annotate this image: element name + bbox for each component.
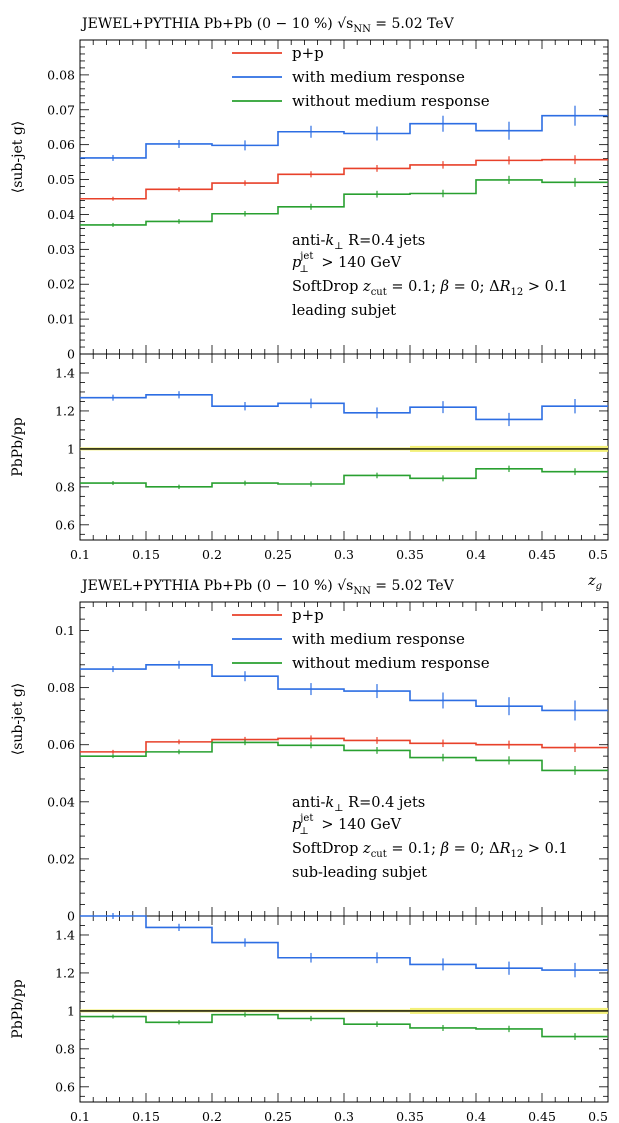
x-tick-label: 0.3 <box>334 1109 354 1123</box>
ratio-series-line <box>80 915 608 971</box>
y-axis-label: ⟨sub-jet g⟩ <box>10 683 26 755</box>
ratio-series <box>80 913 608 1040</box>
series-pp <box>80 155 608 201</box>
y-tick-label: 0.06 <box>47 737 75 752</box>
y-tick-label: 0.03 <box>47 242 75 257</box>
y-tick-label: 0.01 <box>47 312 75 327</box>
x-tick-label: 0.4 <box>466 547 486 562</box>
annotation-pt-cut: pjet ⊥ > 140 GeV <box>292 813 402 837</box>
legend-label: with medium response <box>292 68 465 86</box>
ratio-series-line <box>80 394 608 421</box>
annotation-algorithm: anti-k⊥ R=0.4 jets <box>292 795 425 814</box>
annotation-pt-cut: pjet ⊥ > 140 GeV <box>292 251 402 275</box>
ratio-y-tick-label: 1.4 <box>55 927 75 942</box>
series-line <box>80 741 608 772</box>
series-line <box>80 179 608 226</box>
y-tick-label: 0.02 <box>47 277 75 292</box>
series-pp <box>80 735 608 754</box>
x-tick-label: 0.2 <box>202 547 222 562</box>
chart-panel-2: JEWEL+PYTHIA Pb+Pb (0 − 10 %) √sNN = 5.0… <box>10 578 609 1123</box>
legend: p+p with medium response without medium re… <box>232 606 490 672</box>
x-axis-label: zg <box>587 573 602 592</box>
x-tick-label: 0.35 <box>396 547 424 562</box>
x-tick-label: 0.4 <box>466 1109 486 1123</box>
ratio-y-tick-label: 0.8 <box>55 479 75 494</box>
ratio-y-tick-label: 1 <box>67 441 75 456</box>
y-tick-label: 0.04 <box>47 207 75 222</box>
x-tick-label: 0.15 <box>132 1109 160 1123</box>
x-tick-label: 0.25 <box>264 547 292 562</box>
legend-label: p+p <box>292 44 324 62</box>
series-with-medium <box>80 660 608 721</box>
x-tick-label: 0.1 <box>70 547 90 562</box>
ratio-series-line <box>80 1013 608 1038</box>
y-tick-label: 0.06 <box>47 137 75 152</box>
annotation-softdrop: SoftDrop zcut = 0.1; β = 0; ΔR12 > 0.1 <box>292 279 568 298</box>
ratio-y-tick-label: 1.4 <box>55 365 75 380</box>
legend-label: with medium response <box>292 630 465 648</box>
x-tick-label: 0.25 <box>264 1109 292 1123</box>
annotation-softdrop: SoftDrop zcut = 0.1; β = 0; ΔR12 > 0.1 <box>292 841 568 860</box>
y-tick-label: 0.1 <box>55 623 75 638</box>
series-with-medium <box>80 105 608 161</box>
legend-label: p+p <box>292 606 324 624</box>
ratio-y-tick-label: 0.6 <box>55 1079 75 1094</box>
y-axis-label: ⟨sub-jet g⟩ <box>10 121 26 193</box>
ratio-y-axis-label: PbPb/pp <box>10 979 26 1038</box>
ratio-series <box>80 391 608 490</box>
annotation-subjet-type: sub-leading subjet <box>292 865 427 881</box>
x-tick-label: 0.15 <box>132 547 160 562</box>
y-tick-label: 0.05 <box>47 172 75 187</box>
annotation-algorithm: anti-k⊥ R=0.4 jets <box>292 233 425 252</box>
y-tick-label: 0.02 <box>47 851 75 866</box>
x-tick-label: 0.2 <box>202 1109 222 1123</box>
x-tick-label: 0.1 <box>70 1109 90 1123</box>
legend-label: without medium response <box>292 654 490 672</box>
chart-title: JEWEL+PYTHIA Pb+Pb (0 − 10 %) √sNN = 5.0… <box>80 16 455 35</box>
ratio-series-line <box>80 468 608 488</box>
ratio-y-tick-label: 0.8 <box>55 1041 75 1056</box>
y-tick-label: 0.08 <box>47 680 75 695</box>
x-tick-label: 0.45 <box>528 547 556 562</box>
x-tick-label: 0.5 <box>588 547 608 562</box>
annotation-subjet-type: leading subjet <box>292 303 396 319</box>
y-tick-label: 0.07 <box>47 102 75 117</box>
series-without-medium <box>80 175 608 227</box>
series-without-medium <box>80 739 608 775</box>
x-tick-label: 0.3 <box>334 547 354 562</box>
chart-title: JEWEL+PYTHIA Pb+Pb (0 − 10 %) √sNN = 5.0… <box>80 578 455 597</box>
y-tick-label: 0.08 <box>47 67 75 82</box>
x-tick-label: 0.5 <box>588 1109 608 1123</box>
ratio-y-axis-label: PbPb/pp <box>10 417 26 476</box>
y-tick-label: 0 <box>67 909 75 924</box>
y-tick-label: 0 <box>67 347 75 362</box>
legend: p+p with medium response without medium re… <box>232 44 490 110</box>
ratio-y-tick-label: 1.2 <box>55 965 75 980</box>
chart-panel-1: JEWEL+PYTHIA Pb+Pb (0 − 10 %) √sNN = 5.0… <box>10 16 609 592</box>
ratio-y-tick-label: 0.6 <box>55 517 75 532</box>
y-tick-label: 0.04 <box>47 794 75 809</box>
ratio-y-tick-label: 1 <box>67 1003 75 1018</box>
ratio-y-tick-label: 1.2 <box>55 403 75 418</box>
x-tick-label: 0.45 <box>528 1109 556 1123</box>
x-tick-label: 0.35 <box>396 1109 424 1123</box>
series-line <box>80 114 608 159</box>
legend-label: without medium response <box>292 92 490 110</box>
